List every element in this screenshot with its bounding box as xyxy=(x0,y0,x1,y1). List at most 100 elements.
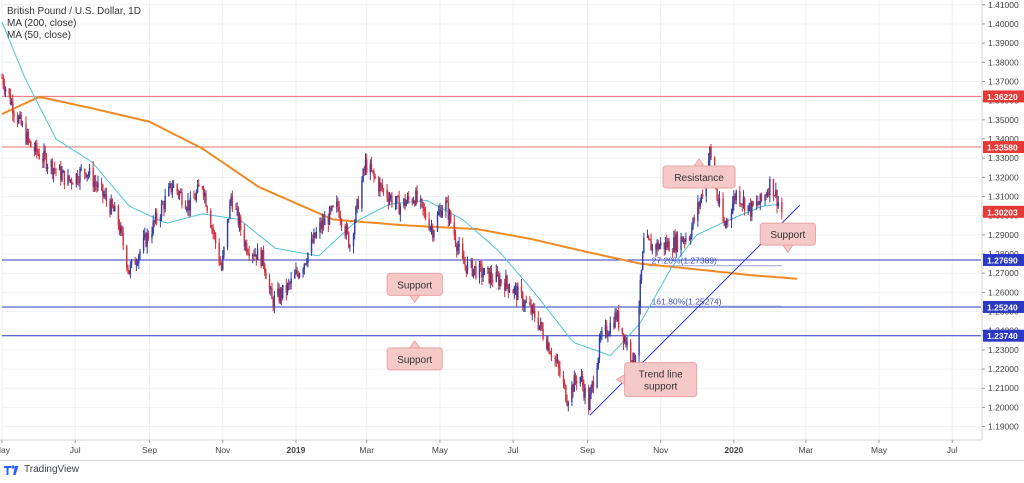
candle-body xyxy=(379,183,381,192)
candle-body xyxy=(495,271,497,282)
price-badge-label: 1.36220 xyxy=(987,92,1018,102)
fib-level-label: 27.20%(1.27389) xyxy=(652,256,717,266)
price-tick-label: 1.34000 xyxy=(988,134,1019,144)
candle-body xyxy=(152,220,154,234)
candle-body xyxy=(180,192,182,194)
candle-body xyxy=(420,198,422,202)
candle-body xyxy=(508,290,511,292)
candle-body xyxy=(414,201,416,205)
candle-body xyxy=(641,252,644,270)
tradingview-logo[interactable]: TradingView xyxy=(4,463,79,475)
candle-body xyxy=(481,265,483,278)
candle-body xyxy=(629,341,632,361)
candle-body xyxy=(43,150,45,162)
candle-body xyxy=(439,209,441,213)
candle-body xyxy=(78,181,80,183)
time-tick-label: May xyxy=(871,445,888,455)
candle-body xyxy=(758,204,760,206)
candle-body xyxy=(391,195,393,205)
candle-body xyxy=(134,259,136,265)
candle-body xyxy=(615,312,617,320)
candle-body xyxy=(159,217,162,222)
candle-body xyxy=(691,227,693,238)
candle-body xyxy=(500,279,502,284)
candle-body xyxy=(584,388,586,398)
candle-body xyxy=(86,174,88,177)
candle-body xyxy=(280,289,283,299)
candle-body xyxy=(306,262,308,264)
candle-body xyxy=(381,184,384,190)
candle-body xyxy=(734,196,736,201)
candle-body xyxy=(248,253,250,257)
candle-body xyxy=(186,208,188,210)
candle-body xyxy=(138,255,140,264)
indicator-ma50-label[interactable]: MA (50, close) xyxy=(7,30,71,41)
candle-body xyxy=(599,336,602,339)
candle-body xyxy=(87,174,90,176)
candle-body xyxy=(62,170,64,173)
candle-body xyxy=(667,241,669,248)
candle-body xyxy=(102,184,104,196)
candle-body xyxy=(348,232,350,248)
candle-body xyxy=(321,220,324,229)
candle-body xyxy=(464,264,466,266)
candle-body xyxy=(556,361,559,363)
candle-body xyxy=(572,385,574,392)
candle-body xyxy=(126,245,128,268)
candle-body xyxy=(28,139,31,142)
candle-body xyxy=(260,248,262,267)
candle-body xyxy=(639,280,641,308)
candle-body xyxy=(188,200,190,211)
candle-body xyxy=(665,241,668,248)
candle-body xyxy=(172,184,175,188)
candle-body xyxy=(718,198,721,204)
candle-body xyxy=(651,244,653,251)
candle-body xyxy=(422,202,424,209)
candle-body xyxy=(598,338,601,359)
candle-body xyxy=(483,268,486,275)
ma200-line xyxy=(1,96,798,280)
candle-body xyxy=(766,192,769,197)
candle-body xyxy=(21,123,24,125)
candle-body xyxy=(13,113,15,116)
candle-body xyxy=(298,273,301,278)
price-badge-label: 1.23740 xyxy=(987,331,1018,341)
candle-body xyxy=(580,376,583,378)
candle-body xyxy=(773,195,776,197)
candle-body xyxy=(764,195,766,201)
candle-body xyxy=(633,353,635,371)
candle-body xyxy=(2,77,4,86)
price-tick-label: 1.39000 xyxy=(988,38,1019,48)
candle-body xyxy=(254,254,256,257)
candle-body xyxy=(164,195,166,210)
candle-body xyxy=(303,263,306,270)
candle-body xyxy=(447,202,450,220)
indicator-ma200-label[interactable]: MA (200, close) xyxy=(7,18,77,29)
candle-body xyxy=(296,270,298,274)
candle-body xyxy=(170,183,172,192)
candle-body xyxy=(19,114,21,118)
candle-body xyxy=(289,283,291,285)
candle-body xyxy=(777,201,779,207)
candle-body xyxy=(176,184,178,192)
candle-body xyxy=(346,226,349,233)
price-tick-label: 1.19000 xyxy=(988,422,1019,432)
candle-body xyxy=(144,233,146,238)
candle-body xyxy=(187,200,189,209)
candle-body xyxy=(206,206,208,211)
candle-body xyxy=(114,205,116,212)
candle-body xyxy=(231,196,234,209)
candle-body xyxy=(685,238,687,242)
candle-body xyxy=(403,198,405,206)
candle-body xyxy=(198,184,200,187)
candle-body xyxy=(229,201,231,219)
candle-body xyxy=(264,264,266,273)
candle-body xyxy=(450,211,452,223)
candle-body xyxy=(214,234,217,244)
candle-body xyxy=(63,170,66,185)
annotation-pointer xyxy=(615,373,626,386)
candle-body xyxy=(110,199,112,214)
candle-body xyxy=(236,208,238,210)
candle-body xyxy=(462,243,464,259)
